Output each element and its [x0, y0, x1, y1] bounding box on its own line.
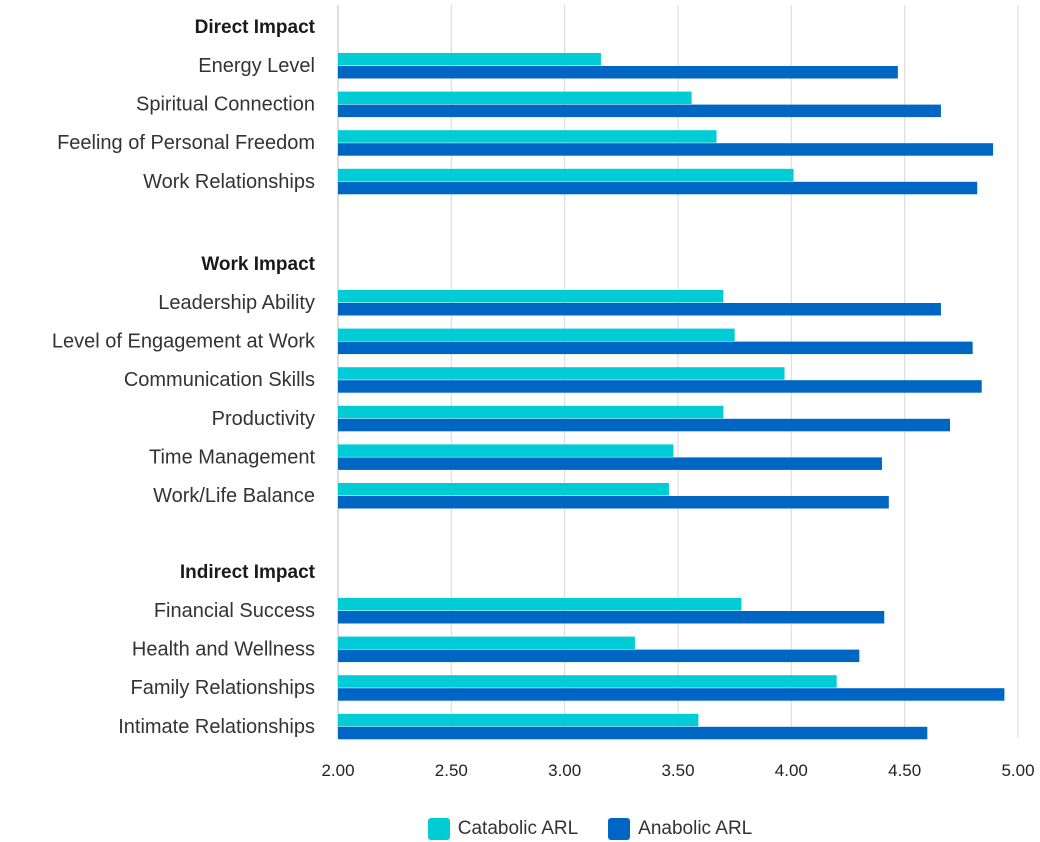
legend-item-anabolic: Anabolic ARL — [608, 818, 752, 840]
bar-catabolic — [338, 675, 837, 688]
x-tick-label: 3.00 — [548, 761, 581, 780]
bar-catabolic — [338, 290, 724, 303]
bar-catabolic — [338, 91, 692, 105]
bar-anabolic — [338, 104, 941, 118]
bar-anabolic — [338, 457, 882, 470]
bar-catabolic — [338, 444, 674, 457]
bar-anabolic — [338, 66, 898, 79]
legend-label-anabolic: Anabolic ARL — [638, 818, 753, 839]
category-label: Work Relationships — [143, 171, 315, 193]
bar-catabolic — [338, 328, 735, 342]
category-label: Level of Engagement at Work — [52, 331, 316, 353]
bar-anabolic — [338, 496, 889, 509]
category-label: Spiritual Connection — [136, 94, 315, 116]
bar-catabolic — [338, 598, 742, 611]
x-tick-label: 5.00 — [1001, 761, 1034, 780]
category-label: Work/Life Balance — [153, 485, 315, 507]
x-tick-label: 2.50 — [435, 761, 468, 780]
bar-catabolic — [338, 405, 724, 419]
bar-catabolic — [338, 53, 601, 66]
category-label: Leadership Ability — [158, 292, 315, 314]
bar-anabolic — [338, 418, 950, 432]
group-label: Indirect Impact — [180, 562, 316, 583]
bar-anabolic — [338, 688, 1005, 701]
x-tick-label: 4.00 — [775, 761, 808, 780]
group-label: Work Impact — [201, 254, 315, 275]
legend-item-catabolic: Catabolic ARL — [427, 818, 579, 840]
bar-catabolic — [338, 168, 794, 182]
legend: Catabolic ARL Anabolic ARL — [0, 818, 1040, 840]
bar-anabolic — [338, 181, 978, 195]
bar-catabolic — [338, 367, 785, 380]
bar-anabolic — [338, 143, 994, 156]
category-label: Intimate Relationships — [118, 716, 315, 738]
bar-anabolic — [338, 611, 885, 624]
category-label: Financial Success — [154, 600, 315, 622]
bar-catabolic — [338, 636, 635, 650]
category-label: Energy Level — [198, 55, 315, 77]
group-label: Direct Impact — [195, 17, 316, 38]
category-label: Time Management — [149, 446, 315, 468]
bar-anabolic — [338, 380, 982, 393]
legend-label-catabolic: Catabolic ARL — [457, 818, 579, 839]
x-tick-label: 2.00 — [321, 761, 354, 780]
bar-anabolic — [338, 303, 941, 316]
bar-chart: 2.00 2.50 3.00 3.50 4.00 4.50 5.00 Direct Impac… — [52, 5, 1035, 780]
category-label: Communication Skills — [124, 369, 315, 391]
bar-catabolic — [338, 130, 717, 143]
category-label: Feeling of Personal Freedom — [57, 132, 315, 154]
legend-swatch-anabolic — [608, 818, 631, 840]
category-label: Productivity — [212, 408, 315, 430]
bar-catabolic — [338, 713, 699, 727]
category-label: Family Relationships — [130, 677, 315, 699]
x-tick-label: 3.50 — [661, 761, 694, 780]
bar-anabolic — [338, 341, 973, 355]
legend-swatch-catabolic — [427, 818, 450, 840]
bar-anabolic — [338, 726, 928, 740]
bar-catabolic — [338, 483, 669, 496]
category-label: Health and Wellness — [132, 639, 315, 661]
bar-anabolic — [338, 649, 860, 663]
x-tick-label: 4.50 — [888, 761, 921, 780]
